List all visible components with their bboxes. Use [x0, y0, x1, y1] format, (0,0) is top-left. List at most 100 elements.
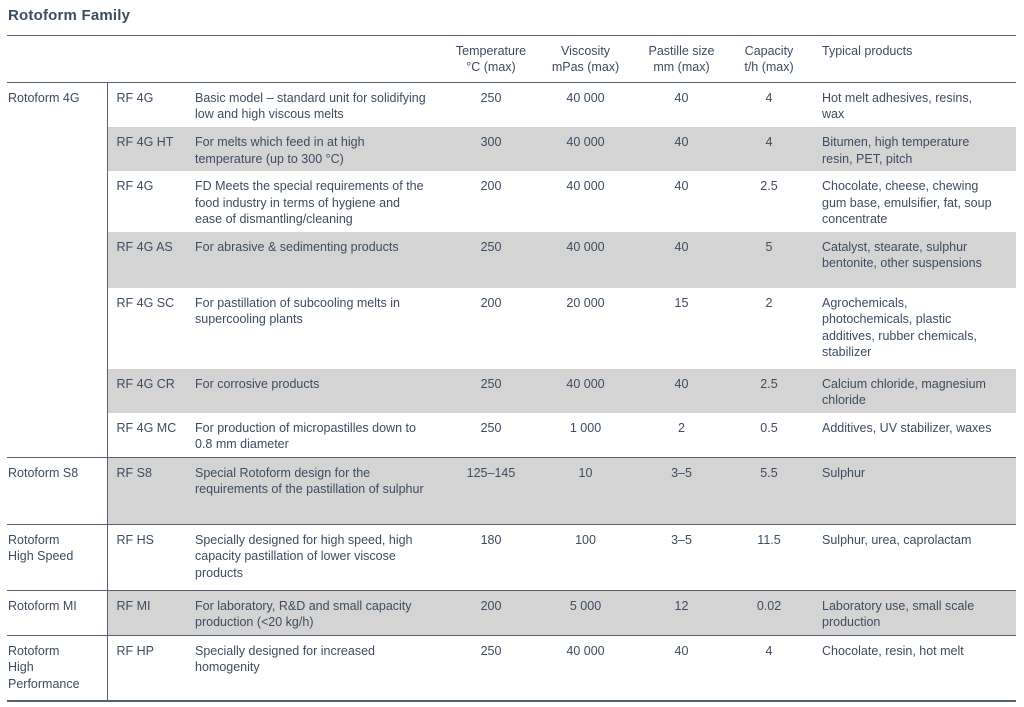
- model-cell: RF 4G: [116, 90, 154, 105]
- column-header-viscosity: Viscosity mPas (max): [542, 35, 629, 83]
- description-cell: For melts which feed in at high temperat…: [195, 127, 440, 171]
- products-cell: Chocolate, cheese, chewing gum base, emu…: [822, 179, 992, 226]
- header-capacity-line2: t/h (max): [744, 60, 794, 75]
- table-row: RF 4G FD Meets the special requirements …: [7, 171, 1016, 232]
- model-cell: RF HP: [107, 634, 195, 701]
- table-row: Rotoform MI RF MI For laboratory, R&D an…: [7, 589, 1016, 635]
- capacity-cell: 11.5: [734, 523, 804, 590]
- temperature-cell: 200: [440, 589, 542, 635]
- temperature-cell: 180: [440, 523, 542, 590]
- temperature-cell: 125–145: [440, 456, 542, 524]
- temperature-cell: 200: [480, 295, 502, 310]
- pastille-size-cell: 12: [629, 589, 734, 635]
- capacity-cell: 5: [734, 231, 804, 288]
- description-cell: For pastillation of subcooling melts in …: [195, 295, 400, 327]
- products-cell: Laboratory use, small scale production: [804, 589, 1016, 635]
- page-title: Rotoform Family: [8, 7, 131, 24]
- table-row: Rotoform S8 RF S8 Special Rotoform desig…: [7, 456, 1016, 524]
- description-cell: For production of micropastilles down to…: [195, 420, 416, 452]
- capacity-cell: 4: [765, 90, 773, 105]
- viscosity-cell: 40 000: [542, 127, 629, 171]
- model-cell: RF 4G SC: [116, 295, 175, 310]
- temperature-cell: 300: [440, 127, 542, 171]
- products-cell: Chocolate, resin, hot melt: [804, 634, 1016, 701]
- model-cell: RF 4G CR: [107, 368, 195, 413]
- model-cell: RF HS: [107, 523, 195, 590]
- pastille-size-cell: 40: [674, 90, 689, 105]
- viscosity-cell: 10: [542, 456, 629, 524]
- group-label-rotoform-4g: Rotoform 4G: [7, 82, 108, 457]
- pastille-size-cell: 40: [674, 179, 689, 193]
- capacity-cell: 0.5: [760, 420, 778, 435]
- model-cell: RF MI: [107, 589, 195, 635]
- viscosity-cell: 1 000: [569, 420, 602, 435]
- description-cell: Special Rotoform design for the requirem…: [195, 456, 440, 524]
- group-label-rotoform-mi: Rotoform MI: [7, 589, 108, 635]
- header-model-spacer: [107, 35, 195, 83]
- rotoform-spec-table: Temperature °C (max) Viscosity mPas (max…: [7, 35, 1016, 702]
- header-row: Temperature °C (max) Viscosity mPas (max…: [7, 35, 1016, 83]
- model-cell: RF 4G: [116, 179, 154, 193]
- pastille-size-cell: 40: [629, 127, 734, 171]
- pastille-size-cell: 40: [629, 634, 734, 701]
- group-label-rotoform-s8: Rotoform S8: [7, 456, 108, 524]
- viscosity-cell: 40 000: [566, 90, 605, 105]
- column-header-typical-products: Typical products: [804, 35, 1016, 83]
- viscosity-cell: 40 000: [542, 634, 629, 701]
- pastille-size-cell: 3–5: [629, 523, 734, 590]
- viscosity-cell: 40 000: [542, 231, 629, 288]
- group-label-rotoform-high-performance: Rotoform High Performance: [7, 634, 108, 701]
- temperature-cell: 250: [440, 368, 542, 413]
- pastille-size-cell: 40: [629, 368, 734, 413]
- description-cell: Specially designed for increased homogen…: [195, 634, 440, 701]
- table-row: RF 4G HT For melts which feed in at high…: [7, 127, 1016, 171]
- temperature-cell: 250: [480, 90, 502, 105]
- viscosity-cell: 20 000: [566, 295, 605, 310]
- table-row: RF 4G AS For abrasive & sedimenting prod…: [7, 231, 1016, 288]
- products-cell: Catalyst, stearate, sulphur bentonite, o…: [804, 231, 1016, 288]
- viscosity-cell: 40 000: [542, 368, 629, 413]
- description-cell: Specially designed for high speed, high …: [195, 523, 440, 590]
- table-row: RF 4G MC For production of micropastille…: [7, 413, 1016, 458]
- table-row: Rotoform High Speed RF HS Specially desi…: [7, 523, 1016, 590]
- header-capacity-line1: Capacity: [744, 44, 794, 58]
- pastille-size-cell: 2: [678, 420, 685, 435]
- description-cell: For laboratory, R&D and small capacity p…: [195, 589, 440, 635]
- capacity-cell: 5.5: [734, 456, 804, 524]
- header-pastille-line1: Pastille size: [648, 44, 715, 58]
- model-cell: RF S8: [107, 456, 195, 524]
- column-header-temperature: Temperature °C (max): [440, 35, 542, 83]
- header-pastille-line2: mm (max): [653, 60, 710, 75]
- products-cell: Additives, UV stabilizer, waxes: [822, 420, 992, 435]
- description-cell: For corrosive products: [195, 368, 440, 413]
- header-temperature-line2: °C (max): [466, 60, 516, 75]
- capacity-cell: 2.5: [760, 179, 778, 193]
- products-cell: Sulphur, urea, caprolactam: [804, 523, 1016, 590]
- column-header-pastille-size: Pastille size mm (max): [629, 35, 734, 83]
- description-cell: For abrasive & sedimenting products: [195, 231, 440, 288]
- capacity-cell: 2.5: [734, 368, 804, 413]
- header-viscosity-line2: mPas (max): [551, 60, 620, 75]
- viscosity-cell: 40 000: [566, 179, 605, 193]
- table-row: RF 4G CR For corrosive products 250 40 0…: [7, 368, 1016, 413]
- products-cell: Sulphur: [804, 456, 1016, 524]
- header-group-spacer: [7, 35, 107, 83]
- column-header-capacity: Capacity t/h (max): [734, 35, 804, 83]
- description-cell: Basic model – standard unit for solidify…: [195, 90, 426, 122]
- model-cell: RF 4G MC: [116, 420, 177, 435]
- products-cell: Hot melt adhesives, resins, wax: [822, 90, 973, 122]
- group-label-rotoform-high-speed: Rotoform High Speed: [7, 523, 108, 590]
- model-cell: RF 4G AS: [107, 231, 195, 288]
- capacity-cell: 0.02: [734, 589, 804, 635]
- viscosity-cell: 5 000: [542, 589, 629, 635]
- pastille-size-cell: 40: [629, 231, 734, 288]
- temperature-cell: 250: [440, 634, 542, 701]
- products-cell: Agrochemicals, photochemicals, plastic a…: [822, 295, 977, 360]
- capacity-cell: 4: [734, 127, 804, 171]
- pastille-size-cell: 3–5: [629, 456, 734, 524]
- table-row: Rotoform High Performance RF HP Speciall…: [7, 634, 1016, 701]
- products-cell: Bitumen, high temperature resin, PET, pi…: [804, 127, 1016, 171]
- temperature-cell: 250: [440, 231, 542, 288]
- description-cell: FD Meets the special requirements of the…: [195, 179, 424, 226]
- table-row: Rotoform 4G RF 4G Basic model – standard…: [7, 82, 1016, 457]
